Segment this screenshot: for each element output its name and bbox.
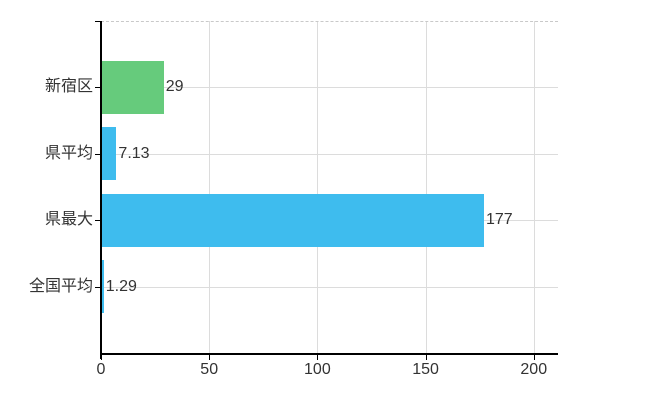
bar-value-label: 1.29 bbox=[105, 277, 137, 295]
x-axis-label: 100 bbox=[304, 361, 331, 378]
x-axis-label: 150 bbox=[412, 361, 439, 378]
bar-value-label: 29 bbox=[165, 78, 184, 96]
y-axis-label: 新宿区 bbox=[44, 78, 93, 96]
y-tick-mark bbox=[95, 286, 101, 288]
y-axis-line bbox=[100, 21, 102, 359]
bar bbox=[101, 60, 164, 114]
x-axis-label: 0 bbox=[96, 361, 106, 378]
horizontal-gridline bbox=[101, 153, 558, 155]
x-axis-label: 200 bbox=[520, 361, 548, 378]
y-tick-mark bbox=[95, 220, 101, 222]
y-tick-mark bbox=[95, 153, 101, 155]
x-tick-mark bbox=[101, 355, 102, 360]
x-tick-mark bbox=[209, 355, 211, 360]
y-tick-mark bbox=[95, 87, 101, 89]
x-tick-mark bbox=[533, 355, 535, 360]
bar bbox=[101, 193, 484, 247]
y-axis-label: 全国平均 bbox=[28, 277, 93, 295]
bar bbox=[101, 127, 117, 181]
vertical-gridline bbox=[533, 21, 535, 353]
horizontal-gridline bbox=[101, 286, 558, 288]
x-axis-line bbox=[101, 353, 558, 355]
x-tick-mark bbox=[317, 355, 319, 360]
y-axis-label: 県平均 bbox=[44, 144, 93, 162]
bar bbox=[101, 260, 104, 314]
bar-value-label: 177 bbox=[485, 211, 513, 229]
x-axis-label: 50 bbox=[200, 361, 219, 378]
vertical-gridline bbox=[317, 21, 319, 353]
vertical-gridline bbox=[209, 21, 211, 353]
vertical-gridline bbox=[425, 21, 427, 353]
y-axis-top-tick-mark bbox=[95, 21, 101, 22]
horizontal-gridline bbox=[101, 87, 558, 89]
plot-top-border bbox=[101, 21, 558, 22]
x-tick-mark bbox=[425, 355, 427, 360]
bar-value-label: 7.13 bbox=[118, 144, 150, 162]
y-axis-label: 県最大 bbox=[44, 211, 93, 229]
